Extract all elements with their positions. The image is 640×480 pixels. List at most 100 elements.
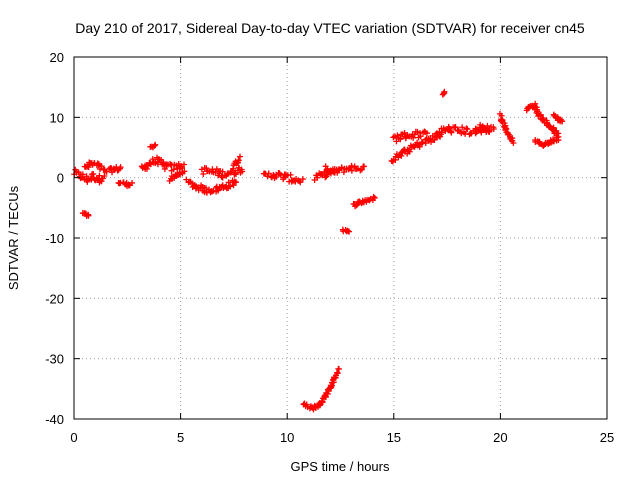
- data-point: [505, 130, 512, 137]
- data-point: [406, 148, 413, 155]
- data-points: [71, 88, 566, 413]
- x-tick-label: 25: [600, 430, 614, 445]
- data-point: [333, 369, 340, 376]
- y-tick-label: -40: [45, 412, 64, 427]
- data-point: [191, 182, 198, 189]
- data-point: [90, 170, 97, 177]
- data-point: [361, 163, 368, 170]
- data-point: [218, 173, 225, 180]
- data-segment-s14: [322, 163, 338, 176]
- data-point: [371, 194, 378, 201]
- data-segment-s8: [166, 169, 186, 184]
- y-tick-label: -10: [45, 231, 64, 246]
- data-point: [510, 140, 517, 147]
- data-point: [198, 166, 205, 173]
- data-segment-s9: [183, 176, 240, 196]
- data-point: [559, 118, 566, 125]
- data-point: [348, 164, 355, 171]
- data-segment-s25: [532, 134, 562, 149]
- data-segment-s12: [260, 170, 306, 186]
- data-point: [230, 182, 237, 189]
- data-point: [152, 141, 159, 148]
- data-segment-s17: [300, 365, 342, 413]
- data-point: [237, 153, 244, 160]
- data-point: [335, 366, 342, 373]
- x-tick-label: 5: [177, 430, 184, 445]
- data-point: [490, 126, 497, 133]
- data-point: [358, 166, 365, 173]
- data-point: [181, 161, 188, 168]
- y-tick-label: 10: [50, 110, 64, 125]
- data-point: [299, 176, 306, 183]
- data-segment-s3: [100, 164, 124, 176]
- chart-title: Day 210 of 2017, Sidereal Day-to-day VTE…: [75, 20, 585, 36]
- data-point: [296, 177, 303, 184]
- x-tick-label: 0: [70, 430, 77, 445]
- data-point: [101, 173, 108, 180]
- y-tick-label: 0: [57, 171, 64, 186]
- data-point: [448, 129, 455, 136]
- data-point: [411, 131, 418, 138]
- data-point: [410, 134, 417, 141]
- data-point: [423, 130, 430, 137]
- data-segment-s16: [350, 193, 378, 210]
- data-point: [393, 138, 400, 145]
- data-point: [397, 136, 404, 143]
- x-tick-label: 20: [493, 430, 507, 445]
- x-tick-label: 10: [280, 430, 294, 445]
- data-segment-s26: [550, 111, 566, 125]
- data-point: [417, 133, 424, 140]
- data-point: [85, 212, 92, 219]
- data-point: [179, 170, 186, 177]
- data-segment-s18: [390, 128, 432, 145]
- data-point: [433, 130, 440, 137]
- data-point: [117, 164, 124, 171]
- data-segment-s22: [476, 121, 493, 135]
- y-axis-ticks: -40 -30 -20 -10 0 10 20: [45, 50, 607, 427]
- grid-lines: [74, 57, 607, 419]
- y-tick-label: -30: [45, 352, 64, 367]
- data-point: [287, 171, 294, 178]
- data-point: [232, 171, 239, 178]
- data-point: [555, 137, 562, 144]
- x-axis-label: GPS time / hours: [291, 459, 390, 474]
- data-point: [129, 179, 136, 186]
- data-point: [151, 142, 158, 149]
- data-segment-s4: [115, 179, 136, 190]
- x-tick-label: 15: [387, 430, 401, 445]
- data-point: [346, 228, 353, 235]
- data-point: [231, 178, 238, 185]
- data-point: [265, 170, 272, 177]
- data-segment-s21: [439, 88, 448, 98]
- data-segment-s5: [79, 210, 92, 219]
- data-point: [319, 398, 326, 405]
- data-segment-s2: [81, 159, 105, 172]
- data-point: [314, 174, 321, 181]
- data-point: [485, 128, 492, 135]
- data-point: [545, 141, 552, 148]
- data-point: [464, 126, 471, 133]
- data-segment-s15: [339, 226, 353, 235]
- data-segment-s7: [147, 141, 159, 151]
- data-point: [98, 163, 105, 170]
- data-point: [398, 152, 405, 159]
- data-point: [148, 143, 155, 150]
- data-segment-s1: [71, 166, 108, 186]
- data-segment-s11: [230, 153, 244, 169]
- data-segment-s10: [198, 164, 246, 181]
- y-tick-label: 20: [50, 50, 64, 65]
- data-segment-s13: [311, 162, 368, 183]
- data-point: [215, 187, 222, 194]
- data-point: [370, 193, 377, 200]
- data-point: [297, 179, 304, 186]
- data-point: [403, 134, 410, 141]
- data-point: [238, 166, 245, 173]
- y-tick-label: -20: [45, 291, 64, 306]
- data-point: [200, 170, 207, 177]
- data-point: [161, 165, 168, 172]
- data-point: [276, 170, 283, 177]
- data-point: [345, 166, 352, 173]
- data-point: [482, 126, 489, 133]
- x-axis-ticks: 0 5 10 15 20 25: [70, 57, 614, 445]
